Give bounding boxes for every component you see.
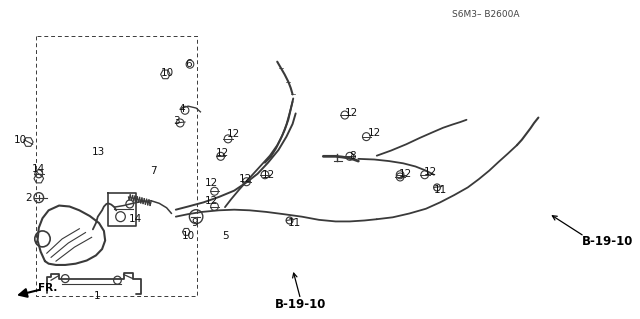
Text: 10: 10 bbox=[182, 231, 195, 241]
Text: B-19-10: B-19-10 bbox=[581, 235, 633, 248]
Text: S6M3– B2600A: S6M3– B2600A bbox=[452, 11, 520, 19]
Text: FR.: FR. bbox=[38, 283, 57, 293]
Text: 5: 5 bbox=[222, 231, 228, 241]
Text: 6: 6 bbox=[185, 59, 191, 69]
Text: 9: 9 bbox=[191, 218, 198, 228]
Text: 12: 12 bbox=[205, 178, 218, 188]
Text: 12: 12 bbox=[424, 167, 436, 177]
Text: B-19-10: B-19-10 bbox=[275, 298, 326, 310]
Text: 10: 10 bbox=[14, 135, 28, 145]
Text: 12: 12 bbox=[205, 196, 218, 206]
Text: 11: 11 bbox=[434, 185, 447, 195]
Text: 11: 11 bbox=[288, 218, 301, 228]
Text: 14: 14 bbox=[31, 164, 45, 174]
Text: 7: 7 bbox=[150, 166, 157, 176]
Text: 14: 14 bbox=[129, 214, 142, 224]
Text: 13: 13 bbox=[92, 146, 105, 157]
Text: 8: 8 bbox=[349, 151, 356, 161]
Text: 4: 4 bbox=[179, 104, 186, 114]
Text: 12: 12 bbox=[216, 148, 229, 158]
Text: 2: 2 bbox=[25, 193, 32, 203]
Text: 3: 3 bbox=[173, 116, 179, 126]
Text: 12: 12 bbox=[239, 174, 252, 183]
Text: 12: 12 bbox=[368, 129, 381, 138]
Text: 1: 1 bbox=[94, 291, 100, 301]
Text: 12: 12 bbox=[345, 108, 358, 118]
Text: 12: 12 bbox=[399, 169, 412, 179]
Text: 12: 12 bbox=[227, 129, 240, 139]
Text: 10: 10 bbox=[161, 68, 173, 78]
Text: 12: 12 bbox=[262, 170, 275, 180]
